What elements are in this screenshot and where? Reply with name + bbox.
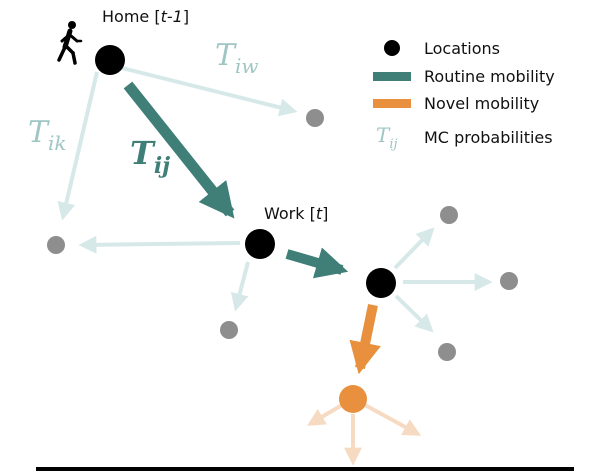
unvisited-node-iw	[306, 109, 324, 127]
unvisited-node-below-work	[220, 321, 238, 339]
arrow-novel-right	[364, 403, 422, 436]
walking-person-icon	[57, 21, 83, 65]
unvisited-node-upper-right	[440, 206, 458, 224]
arrow-novel-left	[306, 403, 344, 426]
arrow-work-to-below	[230, 261, 250, 312]
unvisited-node-lower-right	[438, 343, 456, 361]
arrow-node-to-upper	[393, 227, 435, 270]
legend-mc-label: MC probabilities	[424, 128, 553, 147]
arrow-work-to-next	[285, 247, 349, 279]
arrow-home-to-iw	[121, 66, 298, 117]
home-node	[95, 45, 125, 75]
current-node	[366, 268, 396, 298]
legend-mc-symbol: Tij	[376, 123, 398, 152]
legend-novel-swatch	[373, 99, 411, 108]
t-iw-label: Tiw	[215, 38, 259, 78]
novel-light-arrows	[306, 403, 422, 466]
legend-location-marker	[384, 40, 400, 56]
arrow-home-to-ik	[57, 71, 99, 221]
light-transition-arrows	[57, 66, 493, 333]
unvisited-node-ik	[47, 236, 65, 254]
unvisited-node-right	[500, 272, 518, 290]
legend-routine-label: Routine mobility	[424, 67, 555, 86]
work-label: Work [t]	[264, 204, 328, 223]
arrow-home-to-work	[123, 81, 235, 219]
unvisited-locations	[47, 109, 518, 361]
work-node	[245, 229, 275, 259]
novel-location-node	[339, 385, 367, 413]
routine-arrows	[123, 81, 349, 279]
bottom-border	[36, 467, 574, 471]
home-label: Home [t-1]	[102, 7, 189, 26]
legend-novel-label: Novel mobility	[424, 94, 539, 113]
legend-locations-label: Locations	[424, 39, 500, 58]
arrow-novel-mobility	[349, 303, 381, 375]
t-ij-label: Tij	[130, 134, 170, 179]
arrow-work-to-left	[78, 235, 241, 254]
arrow-node-to-lower	[394, 294, 434, 333]
legend-routine-swatch	[373, 72, 411, 81]
t-ik-label: Tik	[28, 115, 67, 155]
legend: Locations Routine mobility Novel mobilit…	[373, 39, 555, 152]
